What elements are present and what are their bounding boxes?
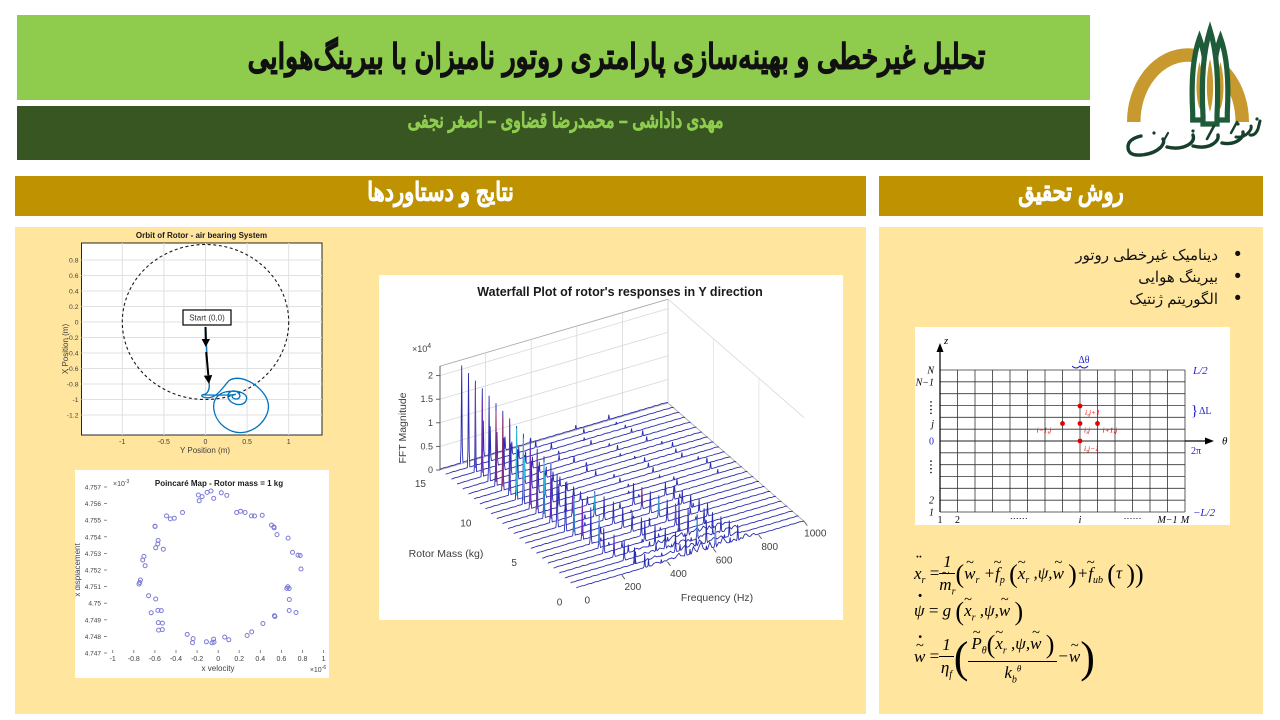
- svg-text:600: 600: [716, 555, 733, 566]
- svg-text:1: 1: [938, 515, 943, 525]
- svg-text:M−1: M−1: [1156, 515, 1177, 525]
- svg-text:Frequency (Hz): Frequency (Hz): [681, 592, 753, 604]
- svg-text:400: 400: [670, 569, 687, 580]
- svg-text:0: 0: [216, 656, 220, 663]
- svg-text:2: 2: [929, 496, 934, 507]
- svg-text:Δθ: Δθ: [1078, 355, 1089, 366]
- svg-text:θ: θ: [1222, 436, 1228, 448]
- svg-text:⋯⋯: ⋯⋯: [1010, 513, 1028, 523]
- svg-text:4.751: 4.751: [85, 584, 102, 591]
- svg-text:0.4: 0.4: [255, 656, 265, 663]
- svg-text:-0.6: -0.6: [149, 656, 161, 663]
- svg-text:L/2: L/2: [1192, 365, 1208, 377]
- svg-text:i,j: i,j: [1084, 426, 1090, 435]
- svg-text:-0.4: -0.4: [170, 656, 182, 663]
- svg-text:Start (0,0): Start (0,0): [189, 314, 225, 323]
- svg-text:0.6: 0.6: [69, 273, 79, 280]
- svg-text:2: 2: [428, 371, 433, 381]
- svg-text:N: N: [926, 366, 935, 377]
- svg-text:Rotor Mass (kg): Rotor Mass (kg): [409, 548, 484, 560]
- svg-text:1: 1: [929, 508, 934, 519]
- svg-text:2π: 2π: [1191, 446, 1201, 457]
- svg-text:0.6: 0.6: [277, 656, 287, 663]
- svg-text:4.755: 4.755: [85, 518, 102, 525]
- svg-text:j: j: [929, 419, 934, 430]
- svg-text:4.753: 4.753: [85, 551, 102, 558]
- svg-text:-0.6: -0.6: [67, 366, 79, 373]
- svg-text:Poincaré Map - Rotor mass = 1: Poincaré Map - Rotor mass = 1 kg: [155, 479, 283, 488]
- svg-text:-0.2: -0.2: [191, 656, 203, 663]
- svg-text:i,j+1: i,j+1: [1085, 408, 1100, 417]
- svg-text:-0.8: -0.8: [128, 656, 140, 663]
- svg-text:5: 5: [511, 558, 517, 569]
- svg-text:FFT Magnitude: FFT Magnitude: [397, 392, 409, 463]
- svg-text:N−1: N−1: [915, 377, 934, 388]
- svg-text:0.2: 0.2: [234, 656, 244, 663]
- svg-text:−L/2: −L/2: [1193, 507, 1216, 519]
- svg-text:2: 2: [955, 515, 960, 525]
- svg-text:0.8: 0.8: [298, 656, 308, 663]
- svg-text:4.749: 4.749: [85, 617, 102, 624]
- svg-text:0: 0: [428, 465, 433, 475]
- svg-text:x displacement: x displacement: [75, 543, 82, 597]
- svg-text:1: 1: [322, 656, 326, 663]
- svg-text:-1: -1: [119, 439, 125, 446]
- svg-text:i: i: [1079, 515, 1082, 525]
- svg-text:4.757: 4.757: [85, 485, 102, 492]
- svg-text:-0.5: -0.5: [158, 439, 170, 446]
- svg-text:-0.8: -0.8: [67, 382, 79, 389]
- svg-text:0: 0: [204, 439, 208, 446]
- svg-text:800: 800: [761, 542, 778, 553]
- svg-text:0: 0: [585, 596, 591, 607]
- svg-text:0.5: 0.5: [420, 441, 433, 451]
- svg-text:x velocity: x velocity: [202, 664, 235, 673]
- svg-text:×104: ×104: [412, 343, 431, 354]
- svg-text:⋯⋯: ⋯⋯: [1124, 513, 1142, 523]
- svg-text:1000: 1000: [804, 529, 827, 540]
- svg-text:z: z: [943, 335, 949, 347]
- svg-text:4.747: 4.747: [85, 651, 102, 658]
- svg-text:0.2: 0.2: [69, 304, 79, 311]
- svg-text:i+1,j: i+1,j: [1103, 426, 1118, 435]
- svg-text:0.4: 0.4: [69, 289, 79, 296]
- svg-text:0.8: 0.8: [69, 258, 79, 265]
- svg-text:-1: -1: [110, 656, 116, 663]
- svg-text:4.754: 4.754: [85, 534, 102, 541]
- svg-text:1: 1: [287, 439, 291, 446]
- svg-text:0: 0: [75, 320, 79, 327]
- svg-text:}: }: [1191, 403, 1198, 419]
- svg-text:Waterfall Plot of rotor's resp: Waterfall Plot of rotor's responses in Y…: [477, 285, 762, 299]
- svg-text:200: 200: [625, 582, 642, 593]
- svg-text:0: 0: [557, 598, 563, 609]
- svg-text:-1: -1: [72, 397, 78, 404]
- svg-text:-0.4: -0.4: [67, 351, 79, 358]
- svg-text:0.5: 0.5: [242, 439, 252, 446]
- svg-text:0: 0: [929, 437, 934, 448]
- svg-text:1: 1: [428, 418, 433, 428]
- svg-text:i−1,j: i−1,j: [1037, 426, 1052, 435]
- svg-text:X Position (m): X Position (m): [61, 324, 70, 375]
- svg-text:4.756: 4.756: [85, 501, 102, 508]
- svg-text:×10-3: ×10-3: [113, 479, 130, 488]
- svg-text:M: M: [1180, 515, 1190, 525]
- svg-text:1.5: 1.5: [420, 394, 433, 404]
- svg-text:×10-6: ×10-6: [310, 665, 327, 674]
- svg-text:-0.2: -0.2: [67, 335, 79, 342]
- svg-text:15: 15: [415, 479, 427, 490]
- svg-text:10: 10: [460, 519, 472, 530]
- svg-text:i,j−1: i,j−1: [1084, 444, 1099, 453]
- svg-text:4.75: 4.75: [88, 601, 101, 608]
- svg-text:ΔL: ΔL: [1199, 406, 1212, 417]
- svg-text:4.752: 4.752: [85, 568, 102, 575]
- svg-text:4.748: 4.748: [85, 634, 102, 641]
- svg-text:-1.2: -1.2: [67, 413, 79, 420]
